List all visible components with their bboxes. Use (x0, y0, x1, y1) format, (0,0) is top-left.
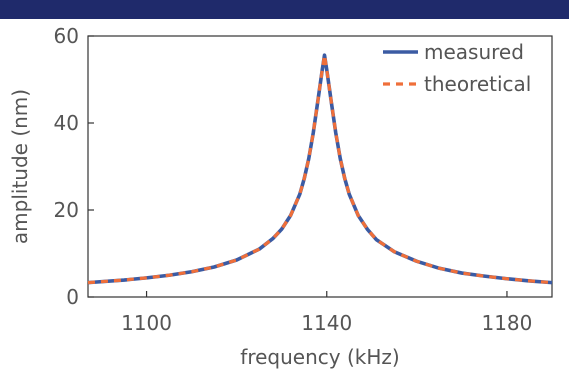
x-axis-ticks: 1100 1140 1180 (121, 291, 532, 335)
plot-area (87, 35, 553, 298)
plot-frame (87, 35, 553, 298)
legend-label-measured: measured (424, 40, 524, 64)
y-tick-label: 40 (54, 111, 79, 135)
top-banner (0, 0, 569, 19)
x-tick-label: 1140 (301, 311, 352, 335)
legend-label-theoretical: theoretical (424, 72, 531, 96)
x-tick-label: 1180 (481, 311, 532, 335)
y-tick-label: 0 (66, 285, 79, 309)
y-axis-label: amplitude (nm) (8, 89, 32, 244)
y-tick-label: 20 (54, 198, 79, 222)
legend: measured theoretical (383, 40, 531, 96)
y-tick-label: 60 (54, 24, 79, 48)
x-axis-label: frequency (kHz) (240, 345, 399, 369)
x-tick-label: 1100 (121, 311, 172, 335)
y-axis-ticks: 0 20 40 60 (54, 24, 94, 309)
series-line-theoretical (87, 53, 553, 285)
